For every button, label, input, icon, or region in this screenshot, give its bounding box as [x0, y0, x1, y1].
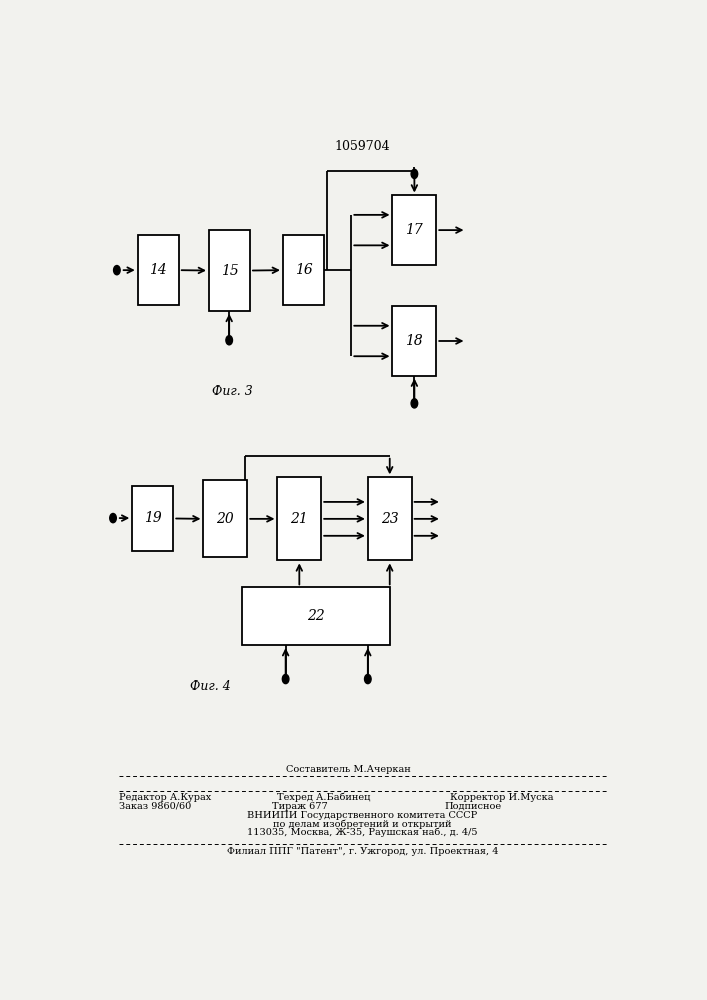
- Bar: [392, 195, 436, 265]
- Text: 14: 14: [149, 263, 167, 277]
- Circle shape: [114, 266, 120, 275]
- Text: Корректор И.Муска: Корректор И.Муска: [450, 793, 554, 802]
- Text: 22: 22: [307, 609, 325, 623]
- Bar: [138, 235, 179, 305]
- Text: 19: 19: [144, 511, 162, 525]
- Text: Тираж 677: Тираж 677: [272, 802, 327, 811]
- Text: Филиал ППГ "Патент", г. Ужгород, ул. Проектная, 4: Филиал ППГ "Патент", г. Ужгород, ул. Про…: [226, 847, 498, 856]
- Text: 113035, Москва, Ж-35, Раушская наб., д. 4/5: 113035, Москва, Ж-35, Раушская наб., д. …: [247, 828, 478, 837]
- Text: по делам изобретений и открытий: по делам изобретений и открытий: [273, 819, 452, 829]
- Text: ВНИИПИ Государственного комитета СССР: ВНИИПИ Государственного комитета СССР: [247, 811, 477, 820]
- Text: 1059704: 1059704: [334, 140, 390, 153]
- Text: 23: 23: [381, 512, 399, 526]
- Circle shape: [411, 169, 418, 179]
- Text: 20: 20: [216, 512, 234, 526]
- Text: Заказ 9860/60: Заказ 9860/60: [119, 802, 191, 811]
- Text: 16: 16: [295, 263, 312, 277]
- Text: 17: 17: [406, 223, 423, 237]
- Bar: [204, 480, 247, 557]
- Bar: [242, 587, 390, 645]
- Text: Фиг. 3: Фиг. 3: [211, 385, 252, 398]
- Text: 15: 15: [221, 264, 238, 278]
- Circle shape: [282, 674, 289, 684]
- Circle shape: [226, 336, 233, 345]
- Circle shape: [110, 513, 117, 523]
- Bar: [392, 306, 436, 376]
- Bar: [283, 235, 324, 305]
- Text: Фиг. 4: Фиг. 4: [189, 680, 230, 693]
- Text: Редактор А.Курах: Редактор А.Курах: [119, 793, 211, 802]
- Bar: [209, 230, 250, 311]
- Text: Составитель М.Ачеркан: Составитель М.Ачеркан: [286, 765, 410, 774]
- Circle shape: [365, 674, 371, 684]
- Text: 21: 21: [291, 512, 308, 526]
- Text: Техред А.Бабинец: Техред А.Бабинец: [277, 793, 370, 802]
- Bar: [277, 477, 321, 560]
- Bar: [368, 477, 411, 560]
- Text: Подписное: Подписное: [445, 802, 502, 811]
- Bar: [132, 486, 173, 551]
- Circle shape: [411, 399, 418, 408]
- Text: 18: 18: [406, 334, 423, 348]
